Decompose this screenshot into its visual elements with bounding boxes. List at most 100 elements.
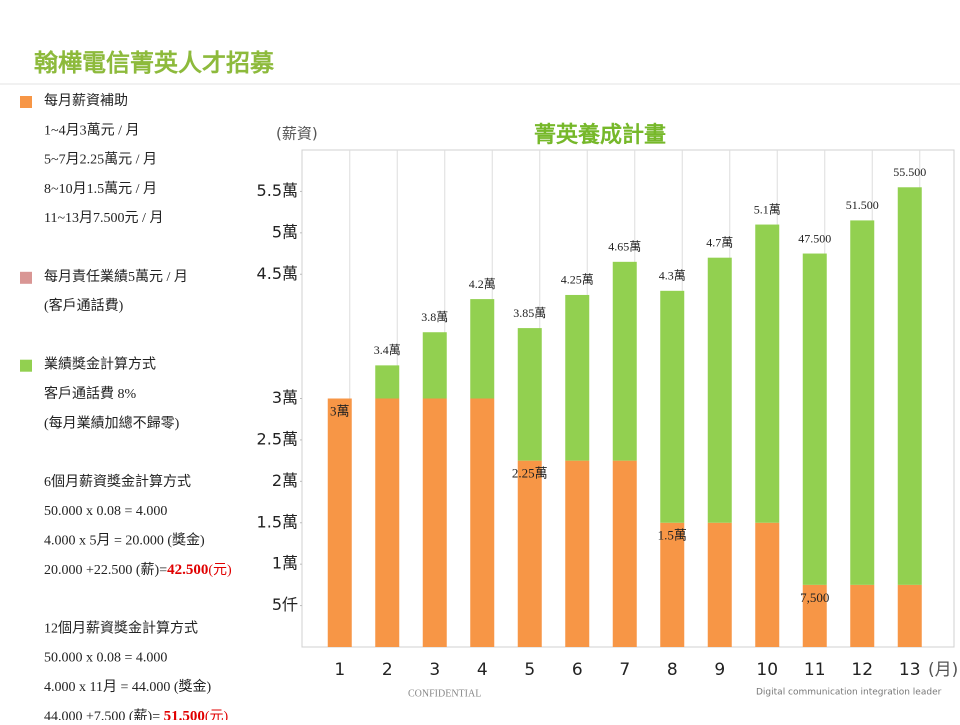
- panel-line: 每月薪資補助: [44, 93, 128, 109]
- panel-text: 每月薪資補助: [44, 93, 128, 109]
- bar-segment: [755, 224, 780, 523]
- panel-line: 客戶通話費 8%: [44, 385, 136, 402]
- x-tick-label: 2: [382, 660, 393, 680]
- bar-segment: [565, 294, 590, 461]
- x-tick-label: 12: [851, 660, 873, 680]
- panel-text: 6個月薪資獎金計算方式: [44, 474, 191, 490]
- bar-segment: [755, 522, 780, 647]
- panel-text: 12個月薪資獎金計算方式: [44, 621, 198, 637]
- bar-segment: [802, 253, 827, 585]
- x-axis-label: (月): [928, 660, 958, 680]
- panel-line: (客戶通話費): [44, 297, 124, 314]
- total-label: 4.65萬: [608, 240, 641, 254]
- bar-segment: [850, 220, 875, 585]
- panel-text: 4.000 x 5月 = 20.000 (獎金): [44, 533, 205, 549]
- x-tick-label: 10: [756, 660, 778, 680]
- segment-label: 3萬: [330, 403, 350, 418]
- bar-segment: [707, 257, 732, 523]
- y-tick-label: 5仟: [272, 595, 298, 614]
- total-label: 3.4萬: [374, 343, 401, 357]
- bar-segment: [470, 398, 495, 647]
- bullet: [20, 96, 32, 108]
- panel-line: (每月業績加總不歸零): [44, 415, 180, 432]
- bar-segment: [375, 365, 400, 399]
- y-tick-label: 2萬: [272, 471, 298, 490]
- x-tick-label: 13: [899, 660, 921, 680]
- total-label: 4.3萬: [659, 269, 686, 283]
- x-tick-label: 9: [714, 660, 725, 680]
- total-label: 4.25萬: [561, 273, 594, 287]
- chart-title: 菁英養成計畫: [534, 122, 666, 148]
- total-label: 3.85萬: [513, 306, 546, 320]
- bar-segment: [612, 261, 637, 461]
- total-label: 4.2萬: [469, 277, 496, 291]
- bar-segment: [707, 522, 732, 647]
- x-tick-label: 6: [572, 660, 583, 680]
- y-tick-label: 2.5萬: [257, 429, 298, 448]
- footer-right: Digital communication integration leader: [756, 688, 942, 698]
- bar-segment: [897, 584, 922, 647]
- x-tick-label: 7: [619, 660, 630, 680]
- panel-line: 44.000 +7.500 (薪)= 51.500(元): [44, 709, 229, 720]
- panel-text: 客戶通話費 8%: [44, 385, 136, 402]
- panel-text: 8~10月1.5萬元 / 月: [44, 181, 157, 197]
- y-tick-label: 5.5萬: [257, 181, 298, 200]
- bar-segment: [470, 299, 495, 399]
- total-label: 51.500: [846, 198, 879, 212]
- panel-line: 11~13月7.500元 / 月: [44, 210, 163, 226]
- total-label: 47.500: [798, 231, 831, 245]
- panel-text: 11~13月7.500元 / 月: [44, 210, 163, 226]
- segment-label: 1.5萬: [658, 528, 687, 543]
- panel-text: 1~4月3萬元 / 月: [44, 123, 139, 139]
- bar-segment: [517, 460, 542, 647]
- x-tick-label: 11: [804, 660, 826, 680]
- segment-label: 7,500: [800, 590, 829, 605]
- panel-line: 業績獎金計算方式: [44, 357, 156, 373]
- panel-text: 50.000 x 0.08 = 4.000: [44, 651, 167, 666]
- panel-text: (客戶通話費): [44, 297, 124, 314]
- total-label: 4.7萬: [706, 235, 733, 249]
- panel-text: 51.500: [164, 709, 205, 720]
- bar-segment: [422, 332, 447, 399]
- bar-segment: [660, 522, 685, 647]
- bar-segment: [327, 398, 352, 647]
- panel-text: 42.500: [167, 562, 208, 578]
- bar-segment: [850, 584, 875, 647]
- y-axis-label: (薪資): [276, 125, 318, 143]
- panel-text: (元): [208, 563, 232, 578]
- bar-segment: [565, 460, 590, 647]
- bar-segment: [422, 398, 447, 647]
- bullet: [20, 271, 32, 284]
- panel-line: 4.000 x 5月 = 20.000 (獎金): [44, 533, 205, 549]
- bullet: [20, 359, 32, 372]
- panel-text: 5~7月2.25萬元 / 月: [44, 152, 157, 168]
- panel-text: 業績獎金計算方式: [44, 357, 156, 373]
- x-tick-label: 3: [429, 660, 440, 680]
- panel-line: 每月責任業績5萬元 / 月: [44, 269, 188, 285]
- bar-segment: [612, 460, 637, 647]
- y-tick-label: 1.5萬: [257, 512, 298, 531]
- bar-segment: [802, 584, 827, 647]
- total-label: 3.8萬: [421, 310, 448, 324]
- panel-line: 5~7月2.25萬元 / 月: [44, 152, 157, 168]
- panel-line: 1~4月3萬元 / 月: [44, 123, 139, 139]
- y-tick-label: 1萬: [272, 554, 298, 573]
- panel-text: 每月責任業績5萬元 / 月: [44, 269, 188, 285]
- footer-left: CONFIDENTIAL: [408, 688, 481, 699]
- panel-line: 6個月薪資獎金計算方式: [44, 474, 191, 490]
- panel-line: 12個月薪資獎金計算方式: [44, 621, 198, 637]
- y-tick-label: 3萬: [272, 388, 298, 407]
- total-label: 55.500: [893, 165, 926, 179]
- x-tick-label: 4: [477, 660, 488, 680]
- x-tick-label: 8: [667, 660, 678, 680]
- y-tick-label: 4.5萬: [257, 264, 298, 283]
- panel-text: 4.000 x 11月 = 44.000 (獎金): [44, 679, 212, 695]
- x-tick-label: 1: [334, 660, 345, 680]
- panel-line: 50.000 x 0.08 = 4.000: [44, 504, 167, 519]
- panel-line: 4.000 x 11月 = 44.000 (獎金): [44, 679, 212, 695]
- x-tick-label: 5: [524, 660, 535, 680]
- bar-segment: [897, 187, 922, 585]
- segment-label: 2.25萬: [512, 466, 548, 481]
- panel-text: 50.000 x 0.08 = 4.000: [44, 504, 167, 519]
